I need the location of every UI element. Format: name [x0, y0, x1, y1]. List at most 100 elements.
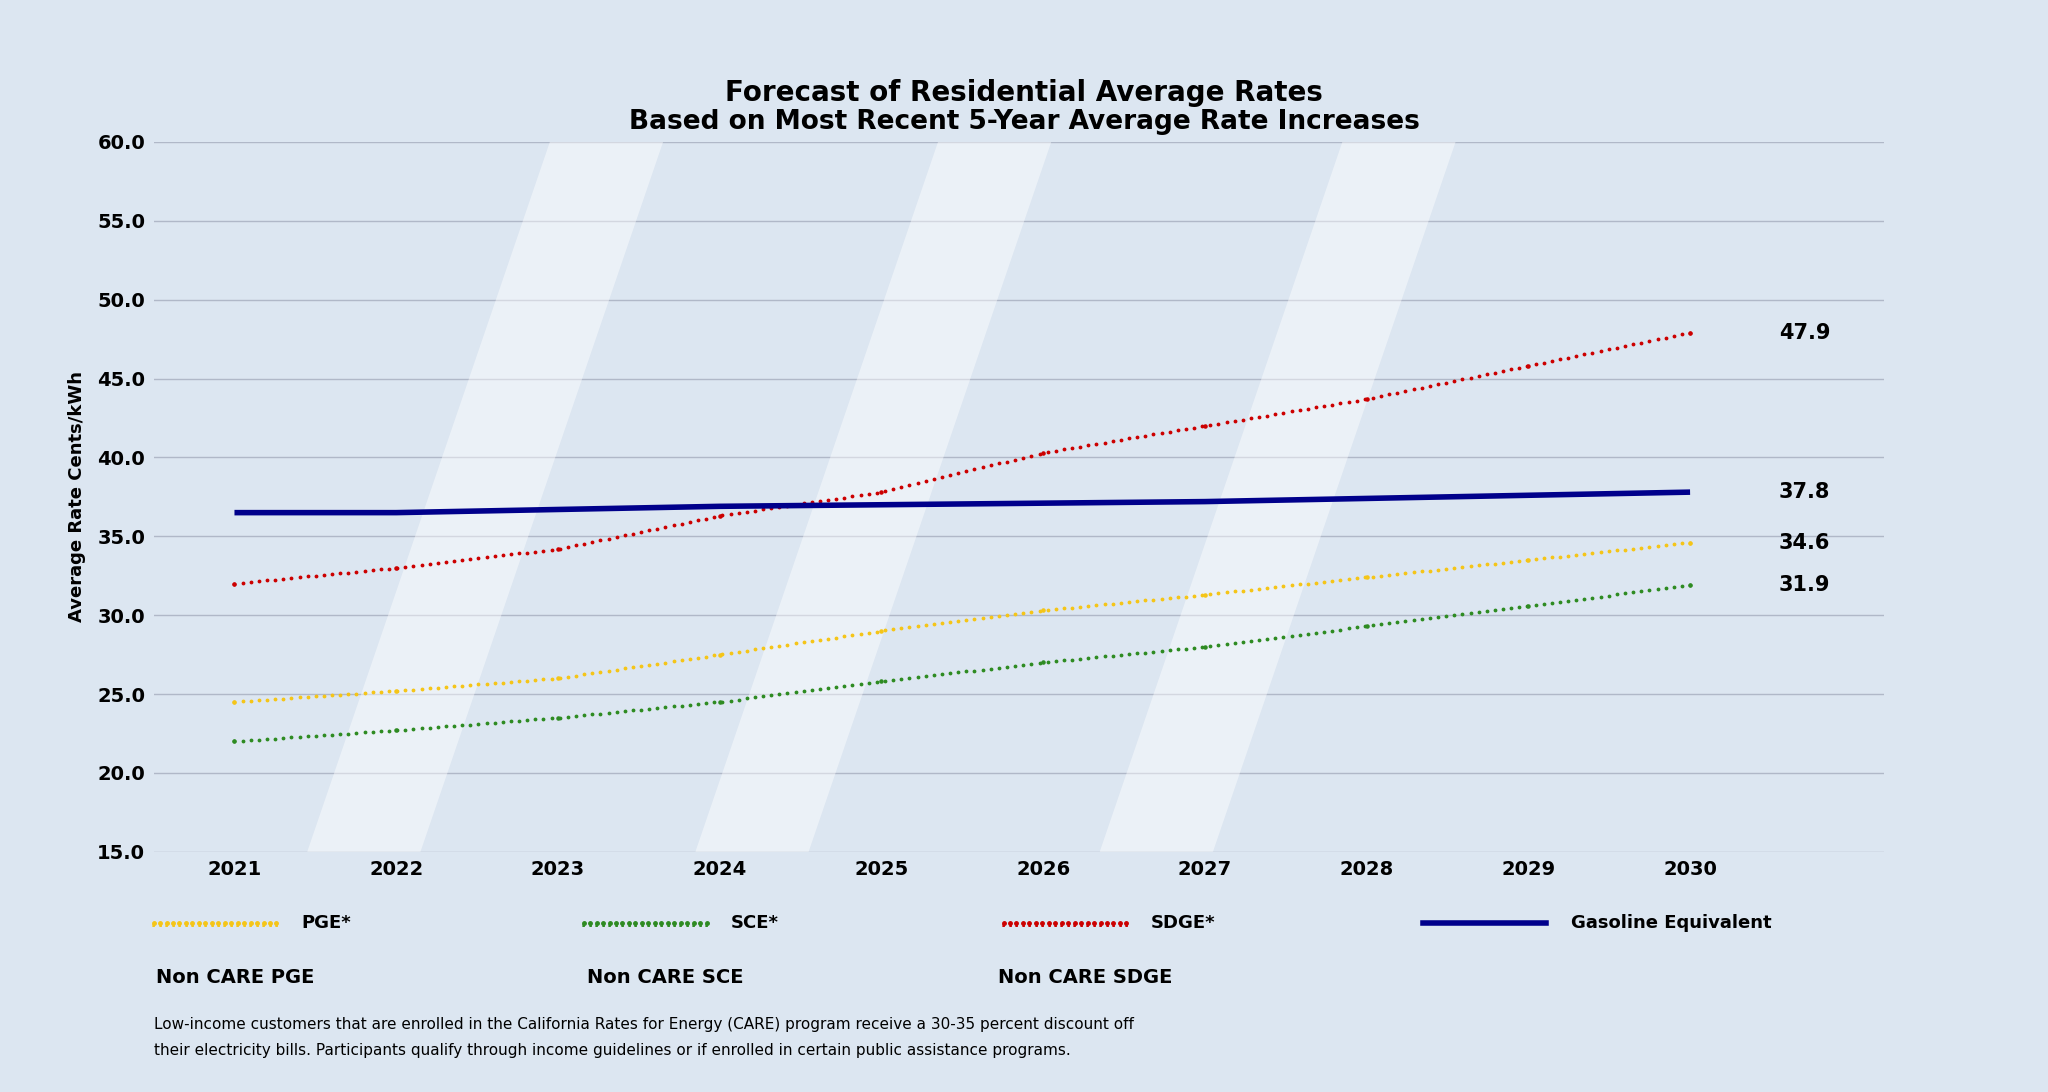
Text: .: .	[684, 916, 690, 929]
Text: .: .	[1098, 916, 1104, 929]
Text: .: .	[588, 916, 592, 929]
SCE*	[383, 724, 408, 737]
Text: 34.6: 34.6	[1780, 533, 1831, 553]
SDGE*	[1192, 419, 1217, 432]
Gasoline Equivalent	[545, 503, 569, 517]
Text: Gasoline Equivalent: Gasoline Equivalent	[1571, 914, 1772, 931]
Text: .: .	[1065, 916, 1071, 929]
SDGE*	[868, 486, 893, 499]
SDGE*	[1354, 392, 1378, 405]
Text: .: .	[260, 916, 266, 929]
Text: .: .	[633, 916, 639, 929]
Text: .: .	[582, 916, 586, 929]
Text: .: .	[158, 916, 162, 929]
Text: .: .	[268, 916, 272, 929]
PGE*	[545, 672, 569, 685]
SDGE*	[545, 543, 569, 556]
Text: Low-income customers that are enrolled in the California Rates for Energy (CARE): Low-income customers that are enrolled i…	[154, 1017, 1133, 1032]
Text: .: .	[1034, 916, 1038, 929]
SCE*	[707, 696, 731, 709]
Text: .: .	[1026, 916, 1032, 929]
SCE*	[868, 675, 893, 688]
SCE*	[1192, 640, 1217, 653]
SCE*	[221, 735, 246, 748]
Text: .: .	[1118, 916, 1122, 929]
SDGE*	[1030, 447, 1055, 460]
Text: .: .	[1001, 916, 1006, 929]
Text: .: .	[1059, 916, 1065, 929]
PGE*	[1030, 604, 1055, 617]
Text: .: .	[1040, 916, 1044, 929]
Text: .: .	[1053, 916, 1059, 929]
SDGE*	[707, 509, 731, 522]
PGE*	[221, 696, 246, 709]
Text: .: .	[248, 916, 254, 929]
Text: .: .	[659, 916, 664, 929]
Text: .: .	[627, 916, 631, 929]
SCE*	[1516, 600, 1540, 613]
Text: Non CARE PGE: Non CARE PGE	[156, 968, 315, 987]
Text: .: .	[1104, 916, 1110, 929]
Text: .: .	[651, 916, 657, 929]
Gasoline Equivalent	[221, 506, 246, 519]
Text: .: .	[1079, 916, 1083, 929]
Gasoline Equivalent	[1354, 491, 1378, 505]
Text: .: .	[600, 916, 606, 929]
Text: .: .	[1085, 916, 1090, 929]
Text: .: .	[1092, 916, 1096, 929]
Text: .: .	[614, 916, 618, 929]
Text: Based on Most Recent 5-Year Average Rate Increases: Based on Most Recent 5-Year Average Rate…	[629, 109, 1419, 135]
SDGE*	[383, 561, 408, 574]
Text: .: .	[229, 916, 233, 929]
Gasoline Equivalent	[1192, 495, 1217, 508]
SCE*	[1677, 579, 1702, 592]
Text: SCE*: SCE*	[731, 914, 778, 931]
Text: .: .	[242, 916, 246, 929]
Text: PGE*: PGE*	[301, 914, 350, 931]
Text: Non CARE SDGE: Non CARE SDGE	[997, 968, 1174, 987]
Polygon shape	[696, 142, 1051, 852]
Text: .: .	[190, 916, 195, 929]
Text: Forecast of Residential Average Rates: Forecast of Residential Average Rates	[725, 79, 1323, 107]
Text: .: .	[215, 916, 221, 929]
Polygon shape	[307, 142, 664, 852]
Text: 37.8: 37.8	[1780, 483, 1831, 502]
Text: .: .	[197, 916, 201, 929]
Text: .: .	[236, 916, 240, 929]
PGE*	[1192, 589, 1217, 602]
Text: .: .	[645, 916, 651, 929]
Gasoline Equivalent	[1516, 489, 1540, 502]
Gasoline Equivalent	[1030, 497, 1055, 510]
Text: .: .	[184, 916, 188, 929]
Text: .: .	[209, 916, 215, 929]
PGE*	[707, 648, 731, 661]
Text: .: .	[1124, 916, 1128, 929]
Y-axis label: Average Rate Cents/kWh: Average Rate Cents/kWh	[68, 371, 86, 622]
Gasoline Equivalent	[868, 498, 893, 511]
Gasoline Equivalent	[707, 500, 731, 513]
Text: .: .	[221, 916, 227, 929]
Text: .: .	[1014, 916, 1020, 929]
PGE*	[1354, 571, 1378, 584]
Text: .: .	[690, 916, 696, 929]
PGE*	[1677, 536, 1702, 549]
Gasoline Equivalent	[383, 506, 408, 519]
Line: SDGE*: SDGE*	[231, 330, 1694, 586]
Text: .: .	[1047, 916, 1051, 929]
Text: .: .	[698, 916, 702, 929]
Polygon shape	[1100, 142, 1456, 852]
Text: 47.9: 47.9	[1780, 323, 1831, 343]
Line: Gasoline Equivalent: Gasoline Equivalent	[233, 492, 1690, 512]
Text: .: .	[639, 916, 645, 929]
Text: Non CARE SCE: Non CARE SCE	[588, 968, 743, 987]
Text: .: .	[678, 916, 684, 929]
Text: .: .	[254, 916, 260, 929]
Text: .: .	[1020, 916, 1026, 929]
PGE*	[1516, 554, 1540, 567]
Text: .: .	[170, 916, 176, 929]
SDGE*	[1677, 327, 1702, 340]
Text: their electricity bills. Participants qualify through income guidelines or if en: their electricity bills. Participants qu…	[154, 1043, 1071, 1058]
PGE*	[868, 625, 893, 638]
SDGE*	[1516, 359, 1540, 372]
Line: PGE*: PGE*	[231, 539, 1694, 705]
